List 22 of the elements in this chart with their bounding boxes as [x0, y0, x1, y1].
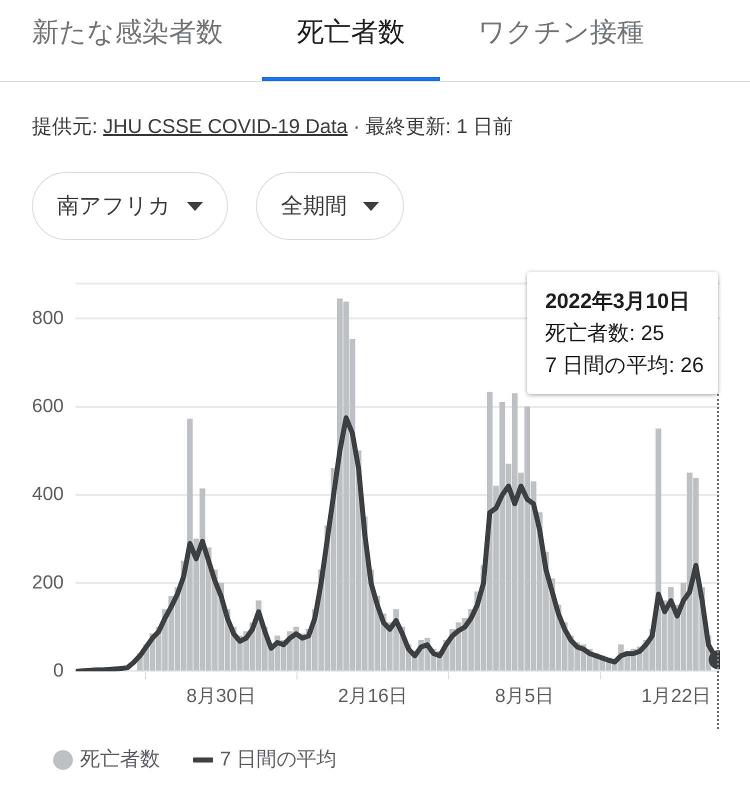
x-tick-label: 1月22日 [641, 686, 712, 707]
x-tick-label: 2月16日 [338, 686, 408, 707]
y-tick-label: 800 [32, 308, 64, 329]
annotation: 2022年3月10日 [545, 289, 691, 315]
text: · 最終更新: 1 日前 [352, 116, 514, 138]
y-tick-label: 0 [53, 660, 64, 682]
text: 全期間 [281, 192, 347, 220]
text: 死亡者数 [297, 16, 405, 49]
text: ワクチン接種 [478, 16, 644, 49]
text: JHU CSSE COVID-19 Data [103, 116, 348, 138]
annotation: 死亡者数: 25 [545, 321, 666, 347]
text: 南アフリカ [57, 192, 171, 220]
text: 新たな感染者数 [32, 16, 223, 49]
y-tick-label: 600 [32, 396, 64, 418]
x-tick-label: 8月30日 [186, 686, 256, 707]
y-tick-label: 400 [32, 484, 64, 506]
legend-label: 7 日間の平均 [220, 748, 337, 771]
text: 提供元: [32, 116, 99, 138]
y-tick-label: 200 [32, 572, 64, 594]
x-tick-label: 8月5日 [495, 686, 554, 707]
annotation: 7 日間の平均: 26 [545, 353, 704, 379]
legend-label: 死亡者数 [80, 748, 160, 771]
